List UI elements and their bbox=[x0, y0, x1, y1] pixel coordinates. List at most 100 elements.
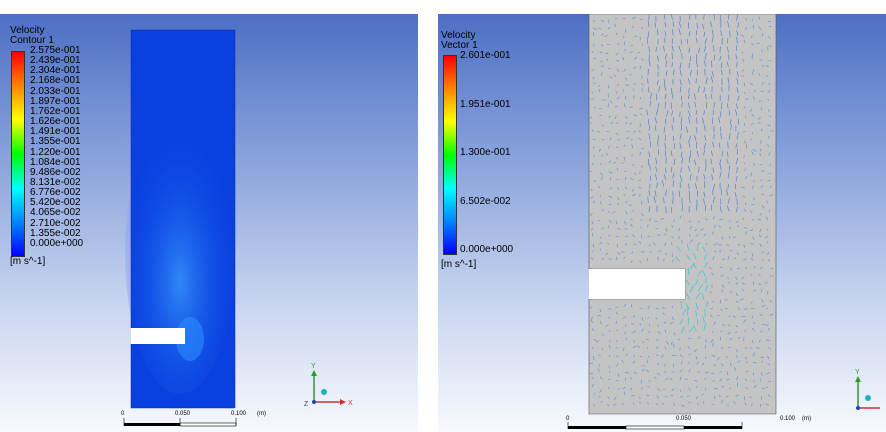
velocity-vector bbox=[713, 184, 715, 190]
velocity-vector bbox=[688, 87, 690, 94]
velocity-vector bbox=[720, 309, 723, 312]
velocity-vector bbox=[721, 284, 725, 288]
velocity-vector bbox=[599, 236, 602, 239]
velocity-vector bbox=[695, 302, 699, 310]
velocity-vector bbox=[766, 290, 769, 295]
velocity-vector bbox=[632, 314, 636, 318]
velocity-vector bbox=[592, 77, 595, 80]
velocity-vector bbox=[689, 234, 691, 238]
velocity-vector bbox=[634, 35, 638, 38]
velocity-vector bbox=[648, 379, 650, 383]
velocity-vector bbox=[665, 60, 667, 68]
velocity-vector bbox=[680, 151, 683, 158]
velocity-vector bbox=[726, 189, 729, 196]
velocity-vector bbox=[602, 208, 605, 212]
velocity-vector bbox=[638, 186, 642, 189]
colorbar-tick-label: 5.420e-002 bbox=[30, 197, 81, 209]
velocity-vector bbox=[608, 344, 611, 349]
velocity-vector bbox=[751, 122, 754, 125]
legend-variable: Velocity bbox=[10, 25, 45, 36]
velocity-vector bbox=[688, 62, 690, 69]
velocity-vector bbox=[633, 114, 638, 117]
velocity-vector bbox=[638, 130, 641, 133]
contour-colorbar bbox=[11, 51, 25, 257]
velocity-vector bbox=[713, 54, 716, 61]
velocity-vector bbox=[654, 117, 657, 124]
velocity-vector bbox=[704, 135, 707, 141]
contour-viewport[interactable]: Velocity Contour 1 2.575e-001 2.439e-001 2… bbox=[0, 14, 418, 432]
velocity-vector bbox=[639, 396, 641, 400]
vector-colorbar bbox=[443, 55, 457, 255]
velocity-vector bbox=[671, 124, 674, 131]
colorbar-tick-label: 8.131e-002 bbox=[30, 176, 81, 188]
velocity-vector bbox=[751, 18, 754, 22]
velocity-vector bbox=[736, 132, 739, 139]
velocity-vector bbox=[721, 151, 723, 157]
velocity-vector bbox=[689, 135, 691, 141]
velocity-vector bbox=[616, 96, 620, 100]
velocity-vector bbox=[703, 150, 705, 156]
velocity-vector bbox=[736, 376, 739, 381]
velocity-vector bbox=[768, 394, 771, 398]
vector-viewport[interactable]: Velocity Vector 1 2.601e-001 1.951e-001 1.… bbox=[438, 14, 886, 432]
velocity-vector bbox=[599, 163, 602, 166]
velocity-vector bbox=[630, 223, 633, 228]
velocity-vector bbox=[765, 200, 769, 204]
velocity-vector bbox=[624, 186, 628, 190]
velocity-vector bbox=[630, 44, 633, 47]
velocity-vector bbox=[721, 86, 723, 92]
velocity-vector bbox=[687, 165, 691, 172]
velocity-vector bbox=[678, 190, 681, 198]
velocity-vector bbox=[712, 256, 715, 260]
inlet-slot bbox=[131, 328, 185, 344]
velocity-vector bbox=[638, 401, 642, 404]
velocity-vector bbox=[664, 346, 667, 350]
velocity-vector bbox=[591, 220, 594, 225]
velocity-vector bbox=[646, 36, 649, 44]
velocity-vector bbox=[671, 371, 675, 373]
velocity-vector bbox=[673, 143, 676, 150]
colorbar-tick-label: 2.710e-002 bbox=[30, 217, 81, 229]
velocity-vector bbox=[727, 255, 730, 260]
velocity-vector bbox=[625, 353, 628, 356]
velocity-vector bbox=[765, 403, 769, 406]
velocity-vector bbox=[663, 174, 666, 180]
velocity-vector bbox=[641, 87, 643, 92]
velocity-vector bbox=[721, 236, 724, 240]
velocity-vector bbox=[719, 55, 722, 62]
velocity-vector bbox=[679, 86, 682, 93]
velocity-vector bbox=[665, 206, 667, 214]
velocity-vector bbox=[679, 133, 682, 140]
velocity-vector bbox=[597, 85, 601, 87]
velocity-vector bbox=[711, 70, 715, 78]
velocity-vector bbox=[665, 70, 668, 77]
velocity-vector bbox=[722, 324, 725, 327]
velocity-vector bbox=[649, 100, 652, 107]
velocity-vector bbox=[598, 27, 602, 30]
scale-label-0: 0 bbox=[566, 416, 570, 422]
velocity-vector bbox=[645, 369, 650, 373]
velocity-vector bbox=[613, 403, 616, 407]
velocity-vector bbox=[713, 102, 716, 109]
velocity-vector bbox=[768, 59, 772, 62]
velocity-vector bbox=[728, 220, 732, 222]
velocity-vector bbox=[728, 165, 731, 171]
inlet-slot bbox=[589, 269, 685, 299]
velocity-vector bbox=[761, 360, 763, 363]
velocity-vector bbox=[622, 346, 625, 352]
velocity-vector bbox=[711, 331, 714, 334]
velocity-vector bbox=[727, 277, 729, 280]
velocity-vector bbox=[696, 270, 702, 277]
velocity-vector bbox=[680, 404, 685, 408]
velocity-vector bbox=[688, 326, 694, 333]
velocity-vector bbox=[648, 46, 651, 53]
velocity-vector bbox=[703, 110, 706, 116]
velocity-vector bbox=[591, 91, 594, 94]
velocity-vector bbox=[765, 307, 769, 310]
velocity-vector bbox=[601, 124, 604, 127]
colorbar-tick-label: 1.220e-001 bbox=[30, 146, 81, 158]
velocity-vector bbox=[703, 253, 708, 260]
velocity-vector bbox=[654, 190, 657, 197]
velocity-vector bbox=[655, 166, 658, 172]
velocity-vector bbox=[631, 154, 634, 156]
